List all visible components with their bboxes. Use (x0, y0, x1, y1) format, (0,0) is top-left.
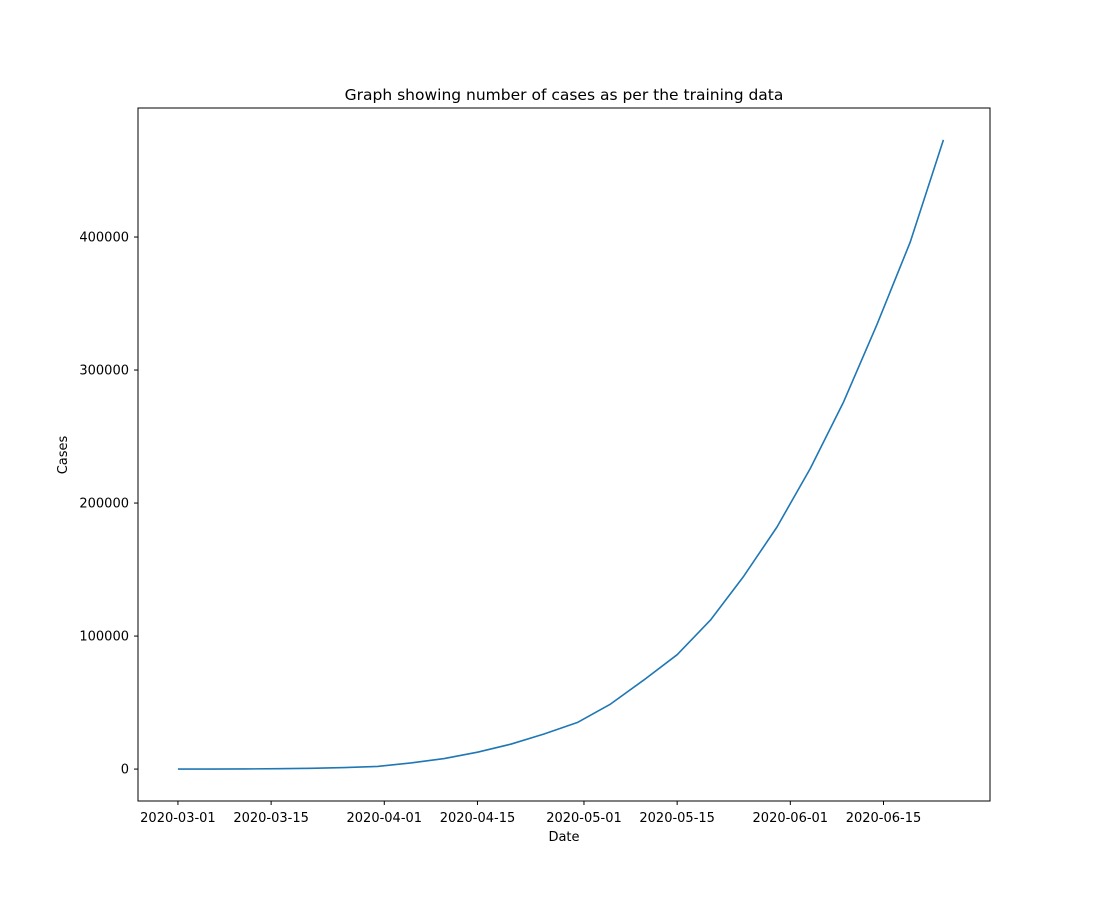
y-tick-label: 300000 (79, 364, 129, 379)
x-tick-label: 2020-05-15 (639, 811, 715, 826)
y-tick-label: 400000 (79, 231, 129, 246)
x-axis-label: Date (548, 830, 579, 845)
series-line (177, 139, 945, 770)
x-tick-label: 2020-03-01 (140, 811, 216, 826)
series-layer (177, 139, 945, 770)
x-axis-ticks: 2020-03-01 2020-03-15 2020-04-01 2020-04-15… (140, 801, 921, 826)
x-tick-label: 2020-06-15 (846, 811, 922, 826)
plot-frame (137, 107, 991, 802)
x-tick-label: 2020-04-15 (440, 811, 516, 826)
y-tick-label: 100000 (79, 630, 129, 645)
y-axis-label: Cases (56, 435, 71, 474)
chart-title: Graph showing number of cases as per the… (345, 86, 784, 104)
y-tick-label: 0 (121, 763, 129, 778)
plot-background (138, 108, 990, 801)
y-tick-label: 200000 (79, 497, 129, 512)
y-axis-ticks: 0 100000 200000 300000 400000 (79, 231, 138, 778)
x-tick-label: 2020-05-01 (546, 811, 622, 826)
x-tick-label: 2020-06-01 (753, 811, 829, 826)
x-tick-label: 2020-04-01 (347, 811, 423, 826)
x-tick-label: 2020-03-15 (233, 811, 309, 826)
